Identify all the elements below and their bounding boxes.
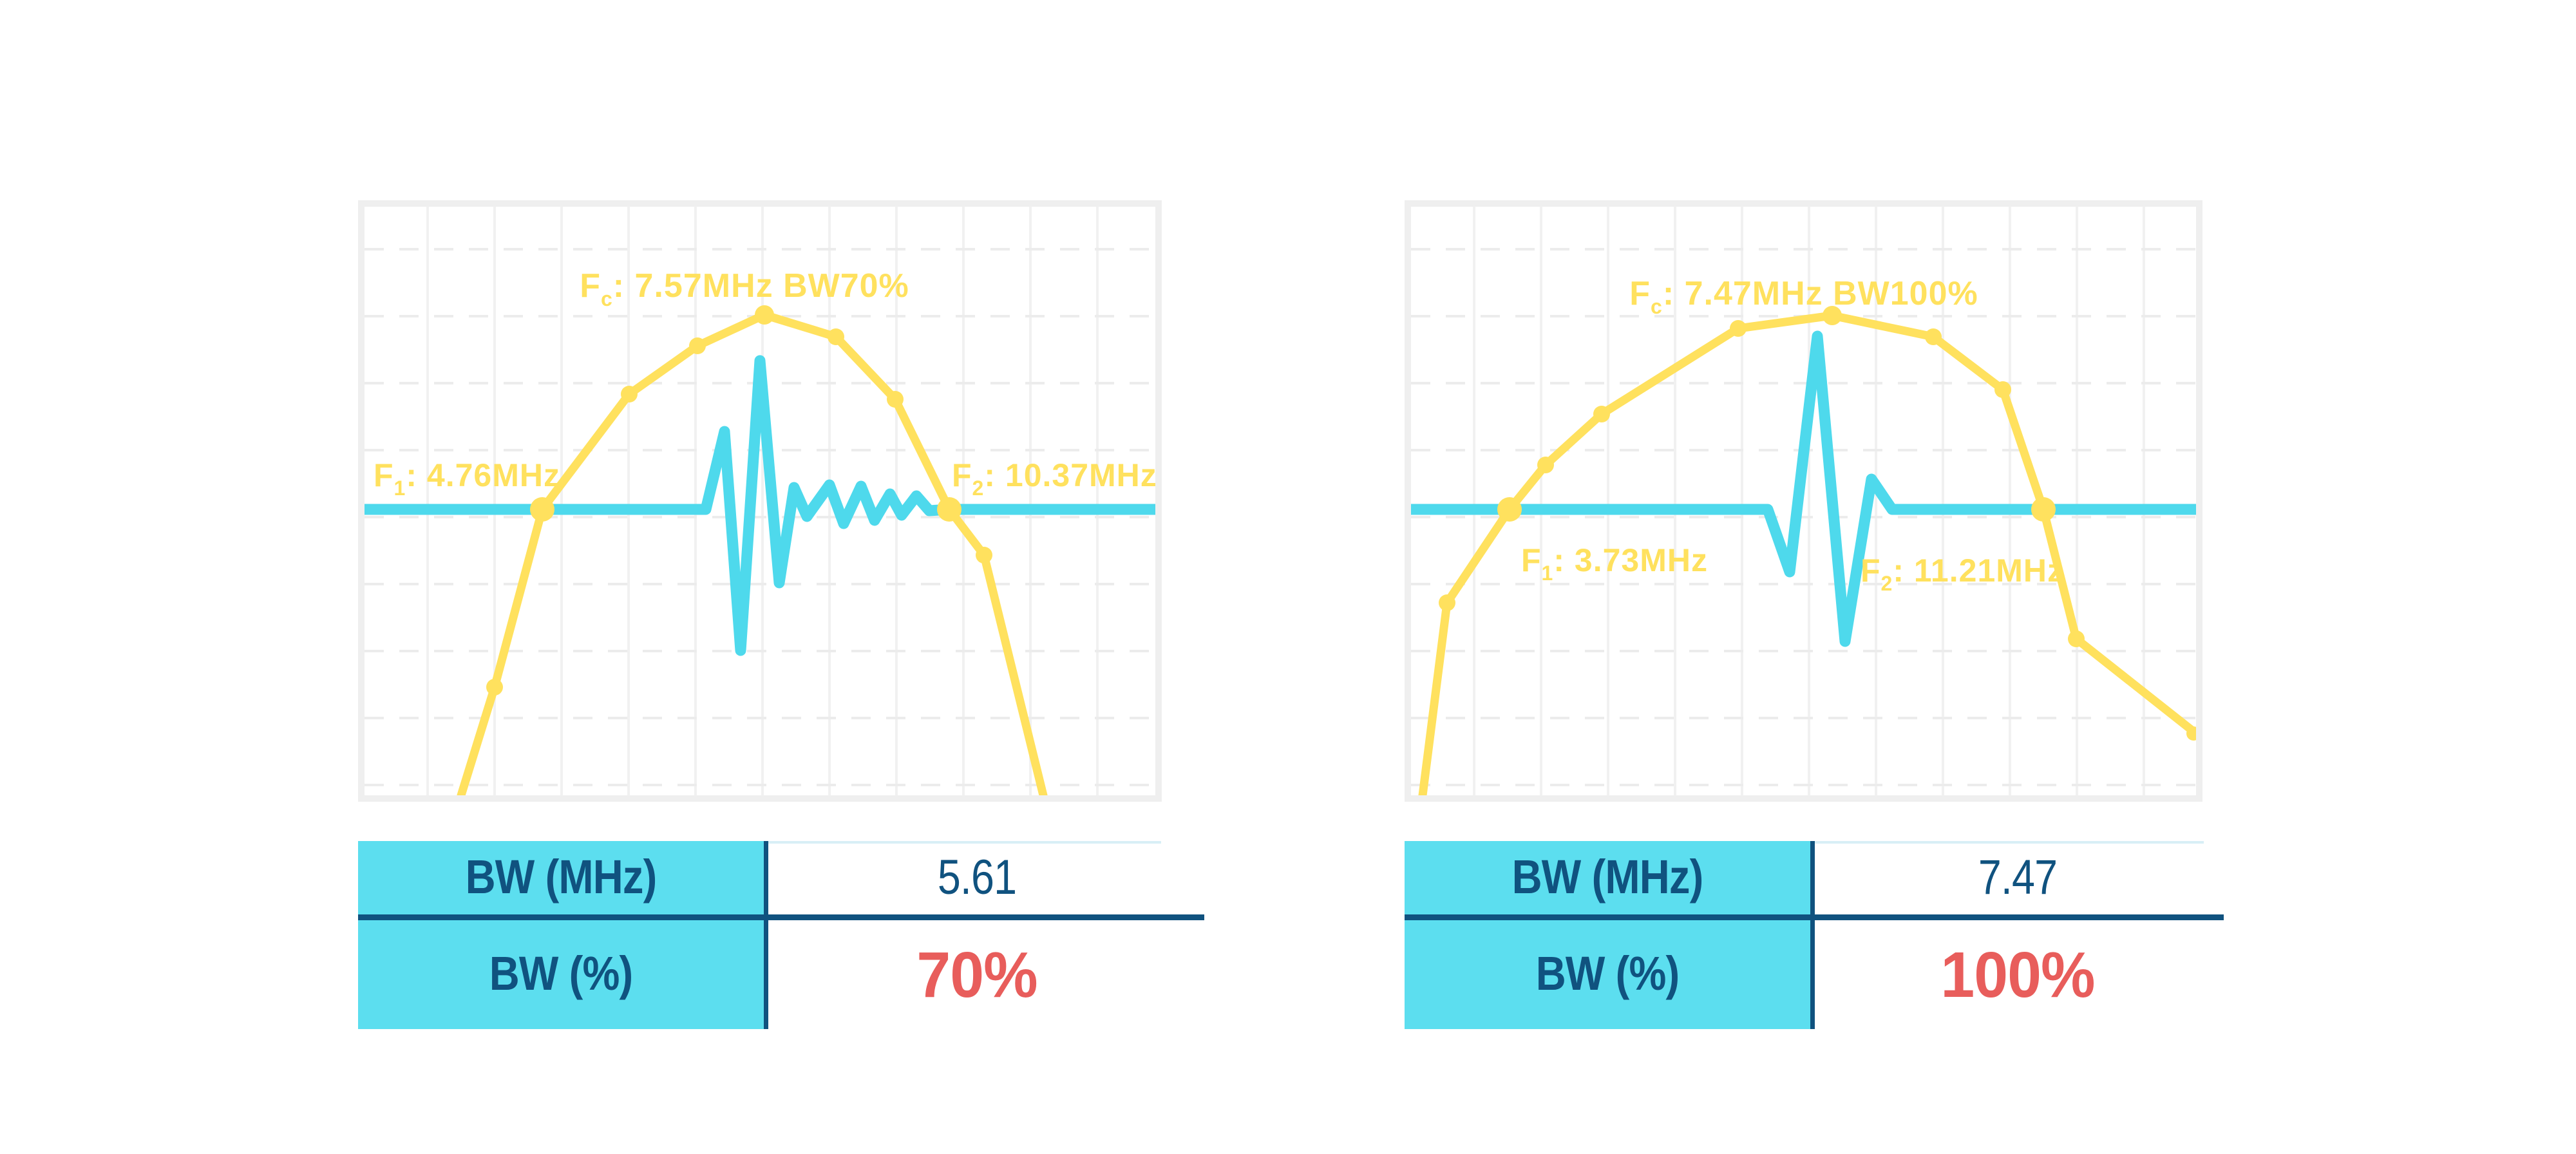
center-frequency-label: Fc: 7.57MHz BW70% (580, 267, 909, 310)
table-label-column (358, 841, 764, 1029)
spectrum-chart-bw70: Fc: 7.57MHz BW70% F1: 4.76MHz F2: 10.37M… (358, 200, 1162, 802)
center-frequency-label: Fc: 7.47MHz BW100% (1629, 275, 1978, 318)
spectrum-chart-bw70-canvas: Fc: 7.57MHz BW70% F1: 4.76MHz F2: 10.37M… (365, 207, 1155, 795)
table-vertical-rule (1810, 841, 1815, 1029)
f1-label: F1: 4.76MHz (374, 457, 560, 500)
table-label-bw-percent: BW (%) (1535, 947, 1680, 1000)
table-horizontal-rule (358, 914, 1204, 920)
value-bw-mhz: 5.61 (937, 850, 1017, 905)
value-cell-top-border (1815, 841, 2204, 844)
chart-painted-layers (365, 207, 1155, 795)
bandwidth-table-right: BW (MHz) BW (%) 7.47 100% (1405, 841, 2224, 1029)
table-label-bw-percent: BW (%) (489, 947, 633, 1000)
table-vertical-rule (764, 841, 768, 1029)
spectrum-chart-bw100-canvas: Fc: 7.47MHz BW100% F1: 3.73MHz F2: 11.21… (1411, 207, 2196, 795)
value-cell-top-border (768, 841, 1161, 844)
f1-label: F1: 3.73MHz (1521, 542, 1708, 585)
table-label-bw-mhz: BW (MHz) (1511, 850, 1704, 903)
value-bw-mhz: 7.47 (1978, 850, 2058, 905)
f2-label: F2: 11.21MHz (1861, 553, 2064, 595)
table-horizontal-rule (1405, 914, 2224, 920)
spectrum-chart-bw100: Fc: 7.47MHz BW100% F1: 3.73MHz F2: 11.21… (1405, 200, 2202, 802)
bandwidth-table-left: BW (MHz) BW (%) 5.61 70% (358, 841, 1204, 1029)
f2-label: F2: 10.37MHz (952, 457, 1155, 500)
value-bw-percent: 70% (916, 939, 1037, 1011)
table-label-column (1405, 841, 1810, 1029)
value-bw-percent: 100% (1940, 939, 2095, 1011)
table-label-bw-mhz: BW (MHz) (465, 850, 658, 903)
chart-painted-layers (1411, 207, 2196, 795)
